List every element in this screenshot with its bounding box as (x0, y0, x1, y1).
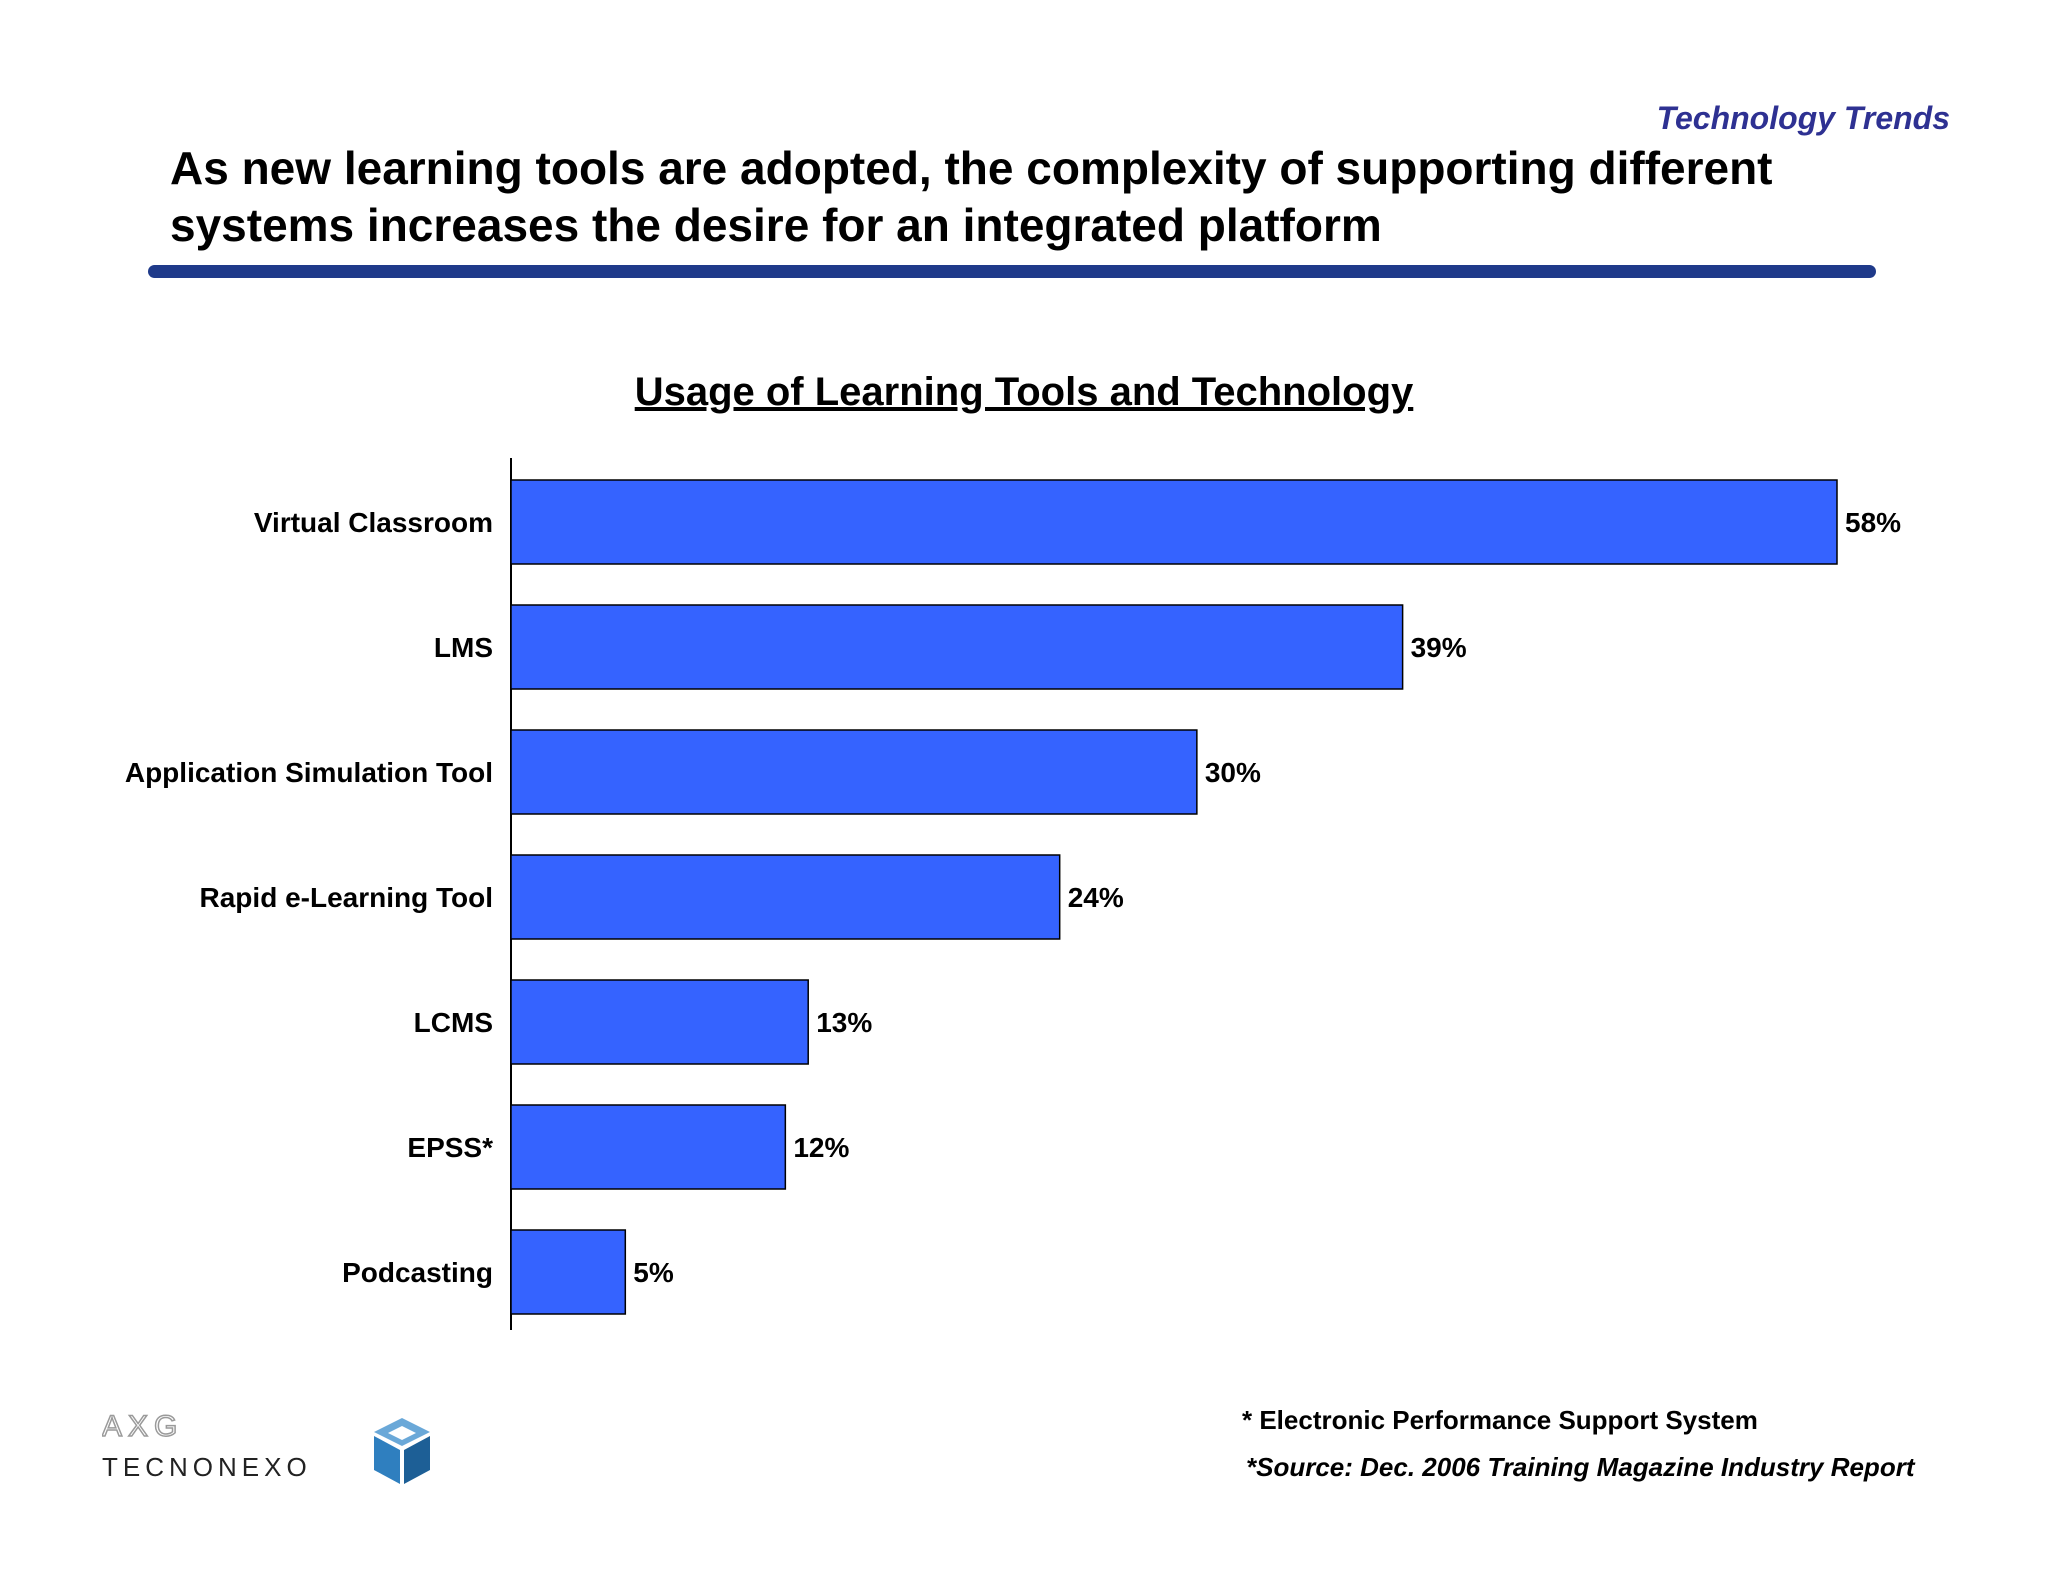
category-label: Application Simulation Tool (125, 757, 493, 788)
value-label: 5% (633, 1257, 674, 1288)
category-label: LCMS (414, 1007, 493, 1038)
value-label: 39% (1411, 632, 1467, 663)
headline-line-1: As new learning tools are adopted, the c… (170, 142, 1773, 194)
category-label: Podcasting (342, 1257, 493, 1288)
title-divider (148, 265, 1876, 278)
category-label: Rapid e-Learning Tool (200, 882, 493, 913)
value-label: 12% (793, 1132, 849, 1163)
headline-line-2: systems increases the desire for an inte… (170, 199, 1382, 251)
bar (510, 729, 1198, 815)
value-label: 30% (1205, 757, 1261, 788)
tecnonexo-logo: AXG TECNONEXO (102, 1409, 430, 1484)
cube-logo-icon (374, 1418, 430, 1484)
bar (510, 479, 1838, 565)
source-note: *Source: Dec. 2006 Training Magazine Ind… (1246, 1452, 1915, 1482)
bar (510, 604, 1404, 690)
section-tag: Technology Trends (1656, 100, 1950, 136)
bar (510, 1229, 627, 1315)
headline: As new learning tools are adopted, the c… (170, 140, 1870, 254)
bar (510, 979, 809, 1065)
logo-text-top: AXG (102, 1410, 183, 1443)
value-label: 58% (1845, 507, 1901, 538)
chart-title: Usage of Learning Tools and Technology (634, 370, 1414, 414)
category-label: EPSS* (407, 1132, 493, 1163)
value-label: 13% (816, 1007, 872, 1038)
value-label: 24% (1068, 882, 1124, 913)
bar (510, 1104, 787, 1190)
category-label: Virtual Classroom (254, 507, 493, 538)
category-label: LMS (434, 632, 493, 663)
bar (510, 854, 1061, 940)
logo-text-bottom: TECNONEXO (102, 1452, 312, 1482)
footnote: * Electronic Performance Support System (1242, 1405, 1758, 1435)
